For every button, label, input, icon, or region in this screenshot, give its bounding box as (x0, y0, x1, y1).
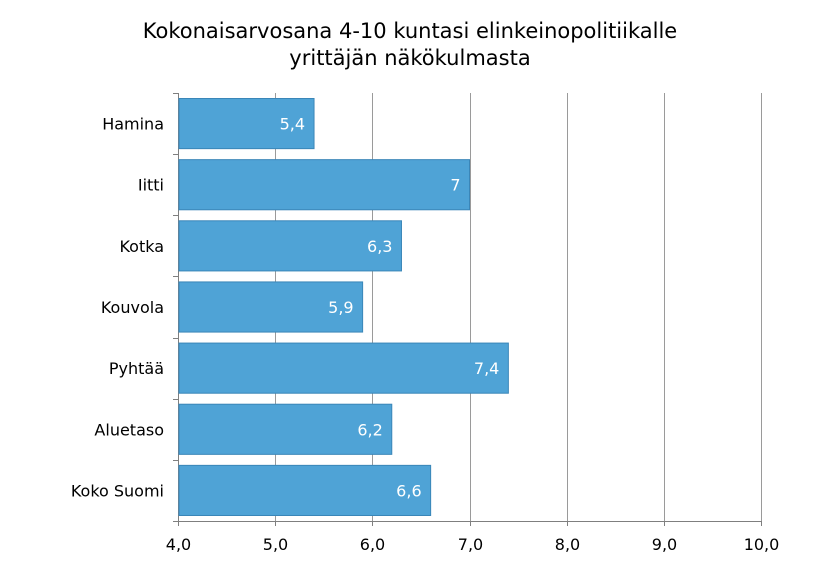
x-tick-label: 8,0 (555, 535, 580, 554)
bar (178, 159, 470, 211)
category-label: Iitti (138, 176, 164, 195)
chart-title-line-1: Kokonaisarvosana 4-10 kuntasi elinkeinop… (142, 19, 678, 43)
data-label: 7 (450, 176, 460, 195)
x-tick-label: 6,0 (360, 535, 385, 554)
bar (178, 342, 509, 394)
bar (178, 464, 432, 516)
category-label: Koko Suomi (71, 481, 164, 500)
data-label: 6,2 (357, 420, 382, 439)
x-tick-label: 7,0 (458, 535, 483, 554)
category-label: Pyhtää (109, 359, 164, 378)
bar (178, 98, 315, 150)
bar (178, 403, 393, 455)
data-label: 7,4 (474, 359, 499, 378)
data-label: 6,6 (396, 481, 421, 500)
category-label: Kotka (119, 237, 164, 256)
x-tick-label: 5,0 (263, 535, 288, 554)
x-tick-label: 4,0 (166, 535, 191, 554)
bar (178, 281, 364, 333)
category-label: Kouvola (101, 298, 164, 317)
x-tick-label: 10,0 (744, 535, 780, 554)
chart-title-line-2: yrittäjän näkökulmasta (289, 46, 531, 70)
x-tick-label: 9,0 (652, 535, 677, 554)
category-label: Hamina (102, 115, 164, 134)
bar (178, 220, 402, 272)
data-label: 6,3 (367, 237, 392, 256)
category-label: Aluetaso (94, 420, 164, 439)
data-label: 5,4 (280, 115, 305, 134)
data-label: 5,9 (328, 298, 353, 317)
chart-title: Kokonaisarvosana 4-10 kuntasi elinkeinop… (0, 18, 820, 72)
